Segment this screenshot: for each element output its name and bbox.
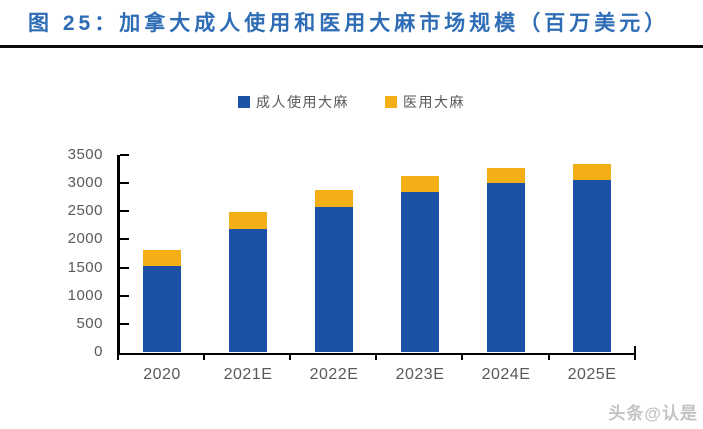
bar-2020-medical — [143, 249, 181, 267]
x-axis-tick — [547, 355, 550, 360]
legend-item-adult: 成人使用大麻 — [238, 92, 349, 112]
bar-2023E-adult — [401, 191, 439, 352]
x-axis-tick-label: 2025E — [567, 366, 617, 383]
y-axis-labels: 3500 3000 2500 2000 1500 1000 500 0 — [40, 147, 103, 360]
y-axis-tick-label: 2500 — [67, 202, 103, 220]
y-axis-tick — [119, 266, 129, 269]
legend-swatch-icon — [238, 96, 250, 108]
y-axis-tick — [119, 238, 129, 241]
x-axis-tick — [375, 355, 378, 360]
y-axis-tick — [119, 182, 129, 185]
y-axis-tick-label: 500 — [76, 314, 103, 332]
x-axis-tick-label: 2024E — [481, 366, 531, 383]
x-axis-tick — [633, 355, 636, 360]
y-axis-tick — [119, 210, 129, 213]
bar-2020-adult — [143, 266, 181, 352]
y-axis-tick — [119, 294, 129, 297]
bar-2024E-adult — [487, 183, 525, 352]
x-axis-end-tick — [633, 346, 636, 353]
legend-item-medical: 医用大麻 — [385, 92, 465, 112]
x-axis-line — [117, 352, 636, 355]
y-axis-line — [117, 155, 120, 355]
chart-legend: 成人使用大麻 医用大麻 — [0, 92, 703, 112]
y-axis-tick — [119, 322, 129, 325]
y-axis-tick-label: 0 — [94, 343, 103, 360]
plot-area — [119, 154, 635, 352]
y-axis-tick-label: 3000 — [67, 174, 103, 192]
x-axis-tick — [116, 355, 119, 360]
y-axis-tick-label: 3500 — [67, 146, 103, 163]
x-axis-tick — [202, 355, 205, 360]
y-axis-tick-label: 1000 — [67, 286, 103, 304]
bar-2021E-medical — [229, 212, 267, 230]
legend-swatch-icon — [385, 96, 397, 108]
bar-2022E-medical — [315, 189, 353, 207]
bar-2025E-adult — [573, 180, 611, 352]
x-axis-tick-label: 2023E — [395, 366, 445, 383]
bar-2025E-medical — [573, 164, 611, 181]
legend-label: 医用大麻 — [403, 94, 465, 110]
legend-label: 成人使用大麻 — [256, 94, 349, 110]
bar-2021E-adult — [229, 229, 267, 352]
bar-2023E-medical — [401, 175, 439, 192]
figure-title: 图 25：加拿大成人使用和医用大麻市场规模（百万美元） — [28, 12, 670, 35]
y-axis-tick — [119, 154, 129, 156]
bar-2022E-adult — [315, 206, 353, 352]
bar-2024E-medical — [487, 167, 525, 184]
y-axis-tick-label: 2000 — [67, 230, 103, 248]
x-axis-tick-label: 2022E — [309, 366, 359, 383]
watermark: 头条@认是 — [608, 404, 698, 423]
header-divider — [0, 45, 703, 48]
x-axis-tick — [461, 355, 464, 360]
x-axis-tick-label: 2020 — [143, 366, 181, 383]
x-axis-tick-label: 2021E — [223, 366, 273, 383]
x-axis-tick — [288, 355, 291, 360]
y-axis-tick-label: 1500 — [67, 258, 103, 276]
